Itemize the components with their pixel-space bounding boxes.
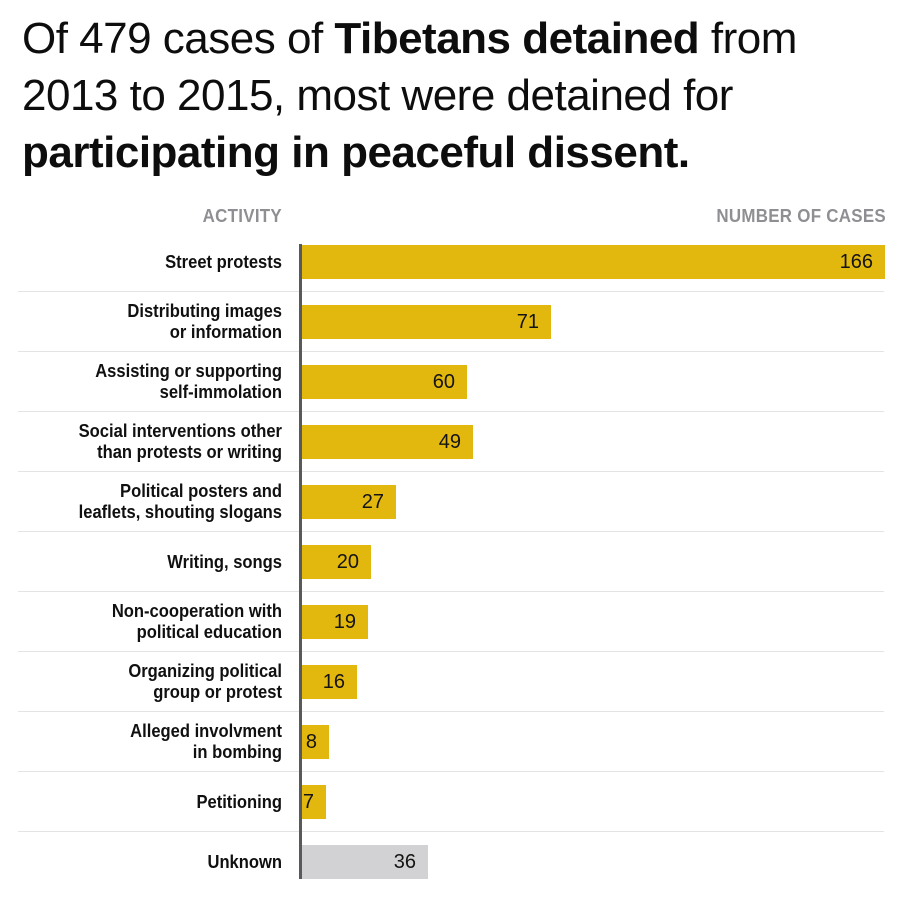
row-label: Non-cooperation with political education bbox=[111, 601, 282, 642]
chart-row: Political posters and leaflets, shouting… bbox=[0, 472, 900, 532]
bar: 36 bbox=[301, 845, 428, 879]
title-segment: 2013 to 2015, most were detained for bbox=[22, 71, 733, 120]
chart-row: Alleged involvment in bombing 8 bbox=[0, 712, 900, 772]
bar: 7 bbox=[301, 785, 326, 819]
y-axis-line bbox=[299, 244, 302, 879]
title-segment: Of 479 cases of bbox=[22, 14, 335, 63]
chart-row: Assisting or supporting self-immolation … bbox=[0, 352, 900, 412]
bar-zone: 27 bbox=[301, 472, 900, 532]
row-label: Street protests bbox=[165, 251, 282, 272]
bar: 20 bbox=[301, 545, 371, 579]
chart-row: Unknown 36 bbox=[0, 832, 900, 892]
column-header-activity: ACTIVITY bbox=[202, 206, 282, 226]
row-label: Unknown bbox=[207, 851, 282, 872]
bar: 49 bbox=[301, 425, 473, 459]
title-segment-bold: participating in peaceful dissent. bbox=[22, 128, 690, 177]
row-label: Political posters and leaflets, shouting… bbox=[78, 481, 282, 522]
chart-title-line-3: participating in peaceful dissent. bbox=[22, 124, 888, 181]
row-label: Organizing political group or protest bbox=[128, 661, 282, 702]
bar-value-label: 166 bbox=[839, 251, 873, 273]
chart-row: Writing, songs 20 bbox=[0, 532, 900, 592]
bar-zone: 166 bbox=[301, 232, 900, 292]
row-label: Alleged involvment in bombing bbox=[130, 721, 282, 762]
bar-value-label: 71 bbox=[516, 311, 539, 333]
row-label: Distributing images or information bbox=[127, 301, 282, 342]
bar-value-label: 60 bbox=[432, 371, 455, 393]
column-header-number-of-cases: NUMBER OF CASES bbox=[716, 206, 886, 226]
bar-value-label: 49 bbox=[438, 431, 461, 453]
bar-value-label: 36 bbox=[393, 851, 416, 873]
bar-chart: Street protests 166 Distributing images … bbox=[0, 232, 900, 892]
bar-zone: 71 bbox=[301, 292, 900, 352]
title-segment: from bbox=[699, 14, 798, 63]
chart-row: Petitioning 7 bbox=[0, 772, 900, 832]
row-label: Writing, songs bbox=[167, 551, 282, 572]
chart-row: Organizing political group or protest 16 bbox=[0, 652, 900, 712]
chart-row: Social interventions other than protests… bbox=[0, 412, 900, 472]
bar-zone: 8 bbox=[301, 712, 900, 772]
bar-zone: 19 bbox=[301, 592, 900, 652]
title-segment-bold: Tibetans detained bbox=[334, 14, 700, 63]
chart-row: Street protests 166 bbox=[0, 232, 900, 292]
bar-value-label: 20 bbox=[336, 551, 359, 573]
bar: 166 bbox=[301, 245, 885, 279]
bar-value-label: 16 bbox=[322, 671, 345, 693]
bar: 27 bbox=[301, 485, 396, 519]
row-label: Assisting or supporting self-immolation bbox=[95, 361, 282, 402]
bar-zone: 36 bbox=[301, 832, 900, 892]
bar-value-label: 7 bbox=[302, 791, 314, 813]
bar-zone: 16 bbox=[301, 652, 900, 712]
row-label: Petitioning bbox=[196, 791, 282, 812]
bar: 19 bbox=[301, 605, 368, 639]
chart-row: Non-cooperation with political education… bbox=[0, 592, 900, 652]
chart-title: Of 479 cases of Tibetans detained from 2… bbox=[22, 10, 888, 181]
bar-value-label: 8 bbox=[305, 731, 317, 753]
bar-zone: 60 bbox=[301, 352, 900, 412]
bar-zone: 7 bbox=[301, 772, 900, 832]
chart-row: Distributing images or information 71 bbox=[0, 292, 900, 352]
bar: 60 bbox=[301, 365, 467, 399]
row-label: Social interventions other than protests… bbox=[78, 421, 282, 462]
bar-value-label: 19 bbox=[333, 611, 356, 633]
bar: 8 bbox=[301, 725, 329, 759]
bar-zone: 20 bbox=[301, 532, 900, 592]
chart-title-line-2: 2013 to 2015, most were detained for bbox=[22, 67, 888, 124]
bar: 16 bbox=[301, 665, 357, 699]
bar-value-label: 27 bbox=[361, 491, 384, 513]
bar: 71 bbox=[301, 305, 551, 339]
bar-zone: 49 bbox=[301, 412, 900, 472]
chart-title-line-1: Of 479 cases of Tibetans detained from bbox=[22, 10, 888, 67]
